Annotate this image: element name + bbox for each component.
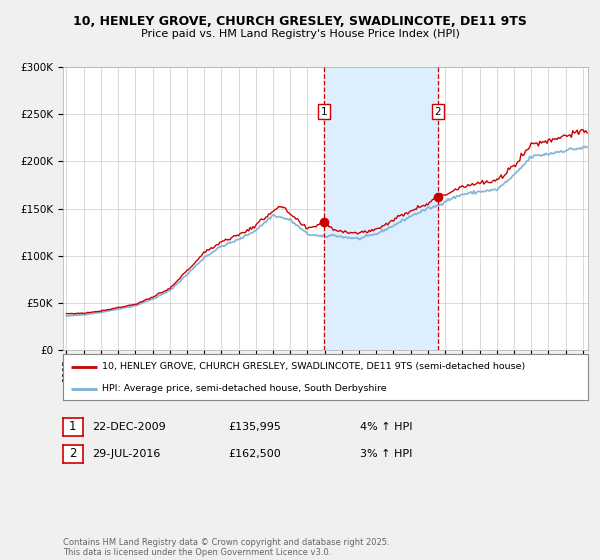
Text: Contains HM Land Registry data © Crown copyright and database right 2025.
This d: Contains HM Land Registry data © Crown c…	[63, 538, 389, 557]
Text: HPI: Average price, semi-detached house, South Derbyshire: HPI: Average price, semi-detached house,…	[103, 384, 387, 394]
Text: £135,995: £135,995	[228, 422, 281, 432]
Text: Price paid vs. HM Land Registry's House Price Index (HPI): Price paid vs. HM Land Registry's House …	[140, 29, 460, 39]
Text: 10, HENLEY GROVE, CHURCH GRESLEY, SWADLINCOTE, DE11 9TS (semi-detached house): 10, HENLEY GROVE, CHURCH GRESLEY, SWADLI…	[103, 362, 526, 371]
Text: 1: 1	[69, 421, 77, 433]
Text: 29-JUL-2016: 29-JUL-2016	[92, 449, 160, 459]
Text: 10, HENLEY GROVE, CHURCH GRESLEY, SWADLINCOTE, DE11 9TS: 10, HENLEY GROVE, CHURCH GRESLEY, SWADLI…	[73, 15, 527, 28]
Text: 3% ↑ HPI: 3% ↑ HPI	[360, 449, 412, 459]
Text: 22-DEC-2009: 22-DEC-2009	[92, 422, 166, 432]
Text: 2: 2	[69, 447, 77, 460]
Text: 4% ↑ HPI: 4% ↑ HPI	[360, 422, 413, 432]
Text: 1: 1	[321, 106, 328, 116]
Text: £162,500: £162,500	[228, 449, 281, 459]
Bar	[324, 67, 438, 350]
Text: 2: 2	[434, 106, 441, 116]
